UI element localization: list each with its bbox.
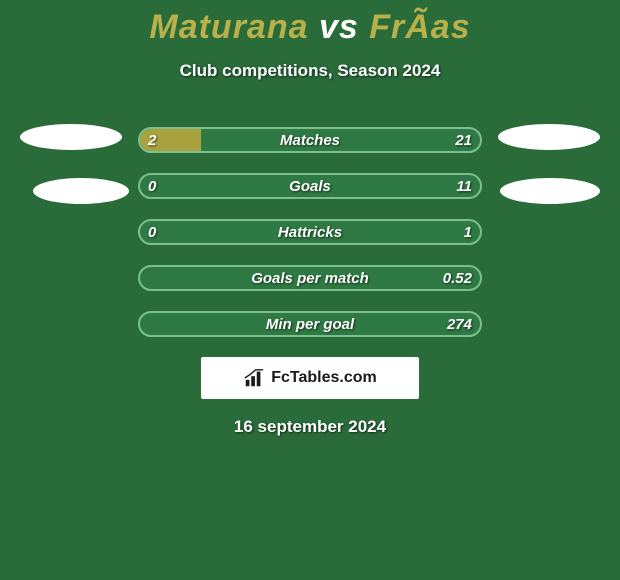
bar-label: Hattricks xyxy=(138,219,482,245)
footer-badge: FcTables.com xyxy=(201,357,419,399)
avatar-ellipse xyxy=(498,124,600,150)
bar-label: Goals per match xyxy=(138,265,482,291)
title-vs: vs xyxy=(319,8,369,46)
bar-label: Matches xyxy=(138,127,482,153)
avatar-ellipse xyxy=(500,178,600,204)
stat-row: 011Goals xyxy=(138,173,482,199)
bar-label: Min per goal xyxy=(138,311,482,337)
bar-chart-icon xyxy=(243,367,265,389)
stat-row: 0.52Goals per match xyxy=(138,265,482,291)
footer-brand: FcTables.com xyxy=(271,369,377,387)
stat-row: 01Hattricks xyxy=(138,219,482,245)
footer-date: 16 september 2024 xyxy=(0,417,620,437)
stat-row: 221Matches xyxy=(138,127,482,153)
subtitle: Club competitions, Season 2024 xyxy=(0,61,620,81)
stats-bars: 221Matches 011Goals 01Hattricks 0.52Goals p… xyxy=(138,127,482,337)
title-player2: FrÃ­as xyxy=(369,8,470,46)
page-title: Maturana vs FrÃ­as xyxy=(0,0,620,47)
avatar-ellipse xyxy=(20,124,122,150)
bar-label: Goals xyxy=(138,173,482,199)
title-player1: Maturana xyxy=(149,8,308,46)
stat-row: 274Min per goal xyxy=(138,311,482,337)
avatar-ellipse xyxy=(33,178,129,204)
